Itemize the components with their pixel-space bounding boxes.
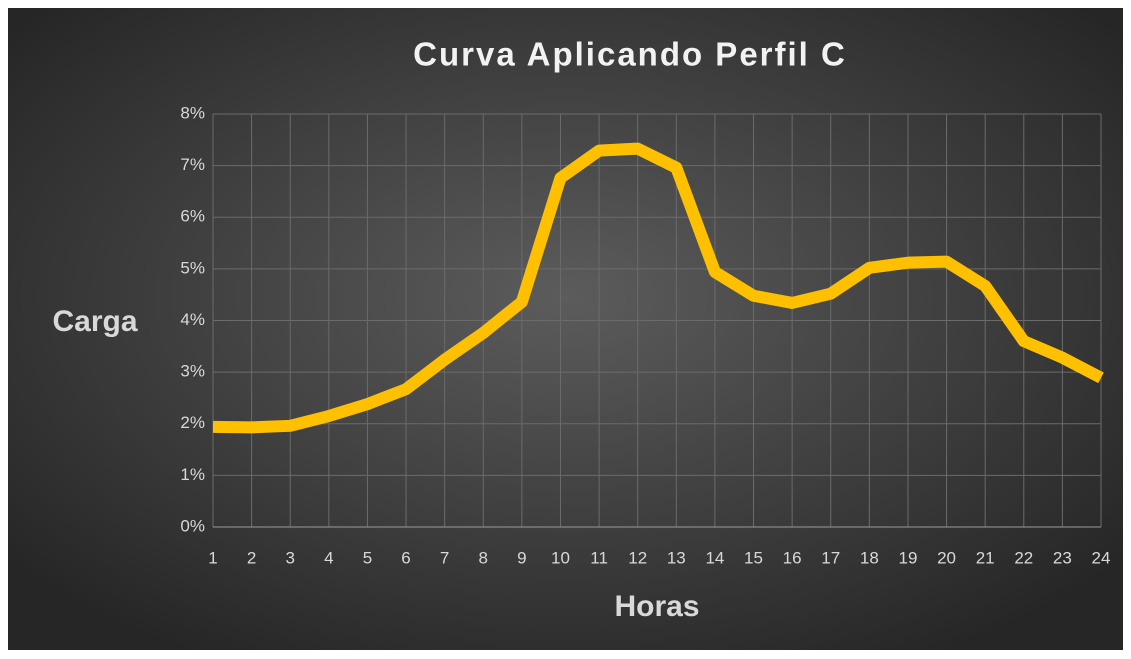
chart-title: Curva Aplicando Perfil C <box>413 36 847 73</box>
x-tick-label: 22 <box>1014 548 1033 567</box>
x-tick-label: 14 <box>705 548 724 567</box>
y-tick-label: 0% <box>180 516 205 535</box>
y-tick-label: 3% <box>180 362 205 381</box>
y-tick-label: 5% <box>180 258 205 277</box>
x-tick-label: 21 <box>976 548 995 567</box>
x-axis-title: Horas <box>614 590 699 623</box>
x-tick-label: 15 <box>744 548 763 567</box>
x-tick-label: 4 <box>324 548 333 567</box>
x-tick-label: 23 <box>1053 548 1072 567</box>
y-tick-label: 4% <box>180 310 205 329</box>
x-tick-label: 9 <box>517 548 526 567</box>
x-tick-label: 17 <box>821 548 840 567</box>
chart-background <box>8 8 1123 650</box>
x-tick-label: 8 <box>479 548 488 567</box>
x-tick-label: 12 <box>628 548 647 567</box>
x-tick-label: 5 <box>363 548 372 567</box>
x-tick-label: 20 <box>937 548 956 567</box>
y-axis-title: Carga <box>52 305 137 338</box>
x-tick-label: 13 <box>667 548 686 567</box>
x-tick-label: 10 <box>551 548 570 567</box>
x-tick-label: 3 <box>285 548 294 567</box>
y-tick-label: 8% <box>180 103 205 122</box>
x-tick-label: 6 <box>401 548 410 567</box>
x-tick-label: 2 <box>247 548 256 567</box>
x-tick-label: 11 <box>590 548 608 567</box>
x-tick-label: 7 <box>440 548 449 567</box>
data-line <box>212 142 1104 434</box>
x-tick-label: 24 <box>1092 548 1111 567</box>
y-tick-label: 1% <box>180 465 205 484</box>
x-tick-label: 19 <box>898 548 917 567</box>
x-tick-label: 16 <box>783 548 802 567</box>
x-tick-label: 18 <box>860 548 879 567</box>
x-tick-label: 1 <box>208 548 217 567</box>
y-tick-label: 6% <box>180 207 205 226</box>
y-tick-label: 2% <box>180 413 205 432</box>
y-tick-label: 7% <box>180 155 205 174</box>
